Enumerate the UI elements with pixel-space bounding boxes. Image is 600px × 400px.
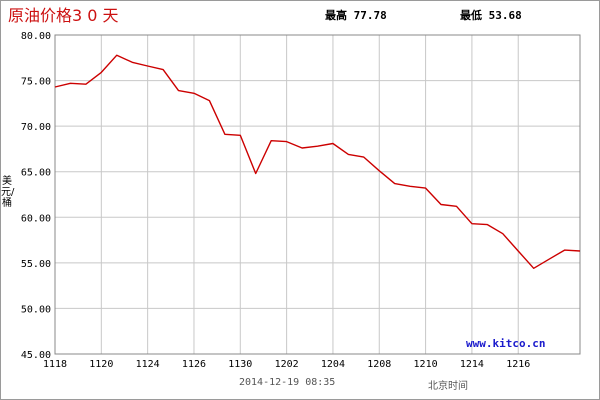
x-tick-label: 1208 [367, 359, 391, 370]
y-tick-label: 55.00 [21, 259, 51, 270]
y-tick-label: 45.00 [21, 350, 51, 361]
timezone-label: 北京时间 [428, 381, 468, 392]
high-label: 最高 [325, 9, 347, 22]
plot-area [55, 35, 580, 354]
high-value: 77.78 [353, 9, 387, 22]
x-tick-label: 1216 [506, 359, 530, 370]
y-tick-label: 75.00 [21, 77, 51, 88]
y-axis-label: 美元/桶 [1, 176, 15, 209]
x-tick-label: 1130 [228, 359, 252, 370]
chart-title: 原油价格3 0 天 [8, 6, 119, 25]
high-stat: 最高 77.78 [325, 7, 387, 23]
x-tick-label: 1202 [275, 359, 299, 370]
watermark: www.kitco.cn [466, 337, 546, 350]
y-tick-label: 65.00 [21, 168, 51, 179]
x-tick-label: 1124 [136, 359, 160, 370]
y-tick-label: 60.00 [21, 213, 51, 224]
low-label: 最低 [460, 9, 482, 22]
x-tick-label: 1210 [414, 359, 438, 370]
low-value: 53.68 [488, 9, 522, 22]
x-tick-label: 1204 [321, 359, 345, 370]
timestamp: 2014-12-19 08:35 [239, 377, 336, 388]
y-tick-label: 80.00 [21, 31, 51, 42]
x-tick-label: 1120 [89, 359, 113, 370]
x-tick-label: 1118 [43, 359, 67, 370]
x-tick-label: 1126 [182, 359, 206, 370]
plot-border [54, 34, 581, 355]
y-tick-label: 50.00 [21, 304, 51, 315]
x-tick-label: 1214 [460, 359, 484, 370]
y-tick-label: 70.00 [21, 122, 51, 133]
low-stat: 最低 53.68 [460, 7, 522, 23]
price-line [54, 54, 581, 269]
